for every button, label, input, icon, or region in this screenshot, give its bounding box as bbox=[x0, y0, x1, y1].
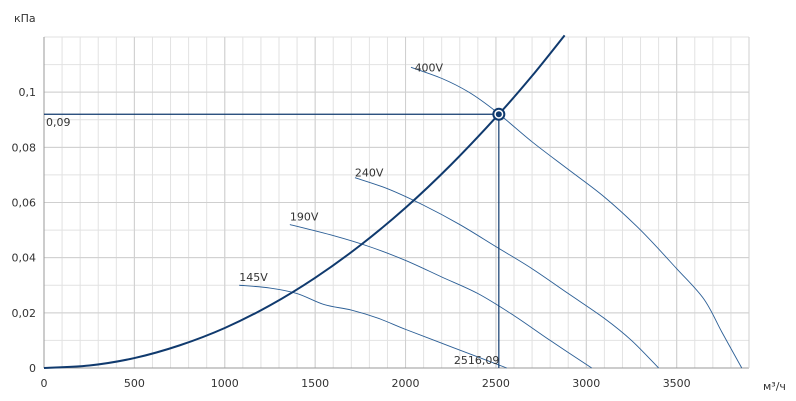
tick-labels: 0 500 1000 1500 2000 2500 3000 3500 0 0,02 0,04 0,0… bbox=[12, 86, 691, 390]
x-tick-label: 500 bbox=[124, 377, 145, 390]
series-lines bbox=[239, 66, 743, 369]
fan-curve-240v bbox=[354, 177, 659, 369]
y-tick-label: 0,06 bbox=[12, 197, 37, 210]
operating-point-pressure-label: 0,09 bbox=[46, 116, 71, 129]
y-tick-label: 0,08 bbox=[12, 141, 37, 154]
series-label-190v: 190V bbox=[290, 210, 319, 223]
fan-curve-190v bbox=[289, 224, 592, 369]
y-tick-label: 0,04 bbox=[12, 252, 37, 265]
fan-curve-400v bbox=[410, 66, 743, 369]
series-label-145v: 145V bbox=[239, 271, 268, 284]
x-tick-label: 0 bbox=[41, 377, 48, 390]
x-tick-label: 3500 bbox=[663, 377, 691, 390]
x-tick-label: 2000 bbox=[392, 377, 420, 390]
x-axis-unit-label: м³/ч bbox=[763, 380, 786, 393]
series-labels: 400V 240V 190V 145V bbox=[239, 61, 443, 284]
x-tick-label: 1000 bbox=[211, 377, 239, 390]
series-label-240v: 240V bbox=[355, 166, 384, 179]
x-tick-label: 3000 bbox=[572, 377, 600, 390]
axes bbox=[43, 37, 750, 369]
x-tick-label: 2500 bbox=[482, 377, 510, 390]
operating-point-group: 0,09 2516,09 bbox=[44, 107, 506, 368]
x-tick-label: 1500 bbox=[301, 377, 329, 390]
y-tick-label: 0,1 bbox=[19, 86, 37, 99]
y-axis-unit-label: кПа bbox=[14, 12, 36, 25]
y-tick-label: 0 bbox=[29, 362, 36, 375]
operating-point-marker-dot bbox=[495, 111, 502, 118]
y-tick-label: 0,02 bbox=[12, 307, 37, 320]
fan-curve-145v bbox=[239, 284, 507, 369]
series-label-400v: 400V bbox=[415, 61, 444, 74]
operating-point-flow-label: 2516,09 bbox=[454, 354, 500, 367]
